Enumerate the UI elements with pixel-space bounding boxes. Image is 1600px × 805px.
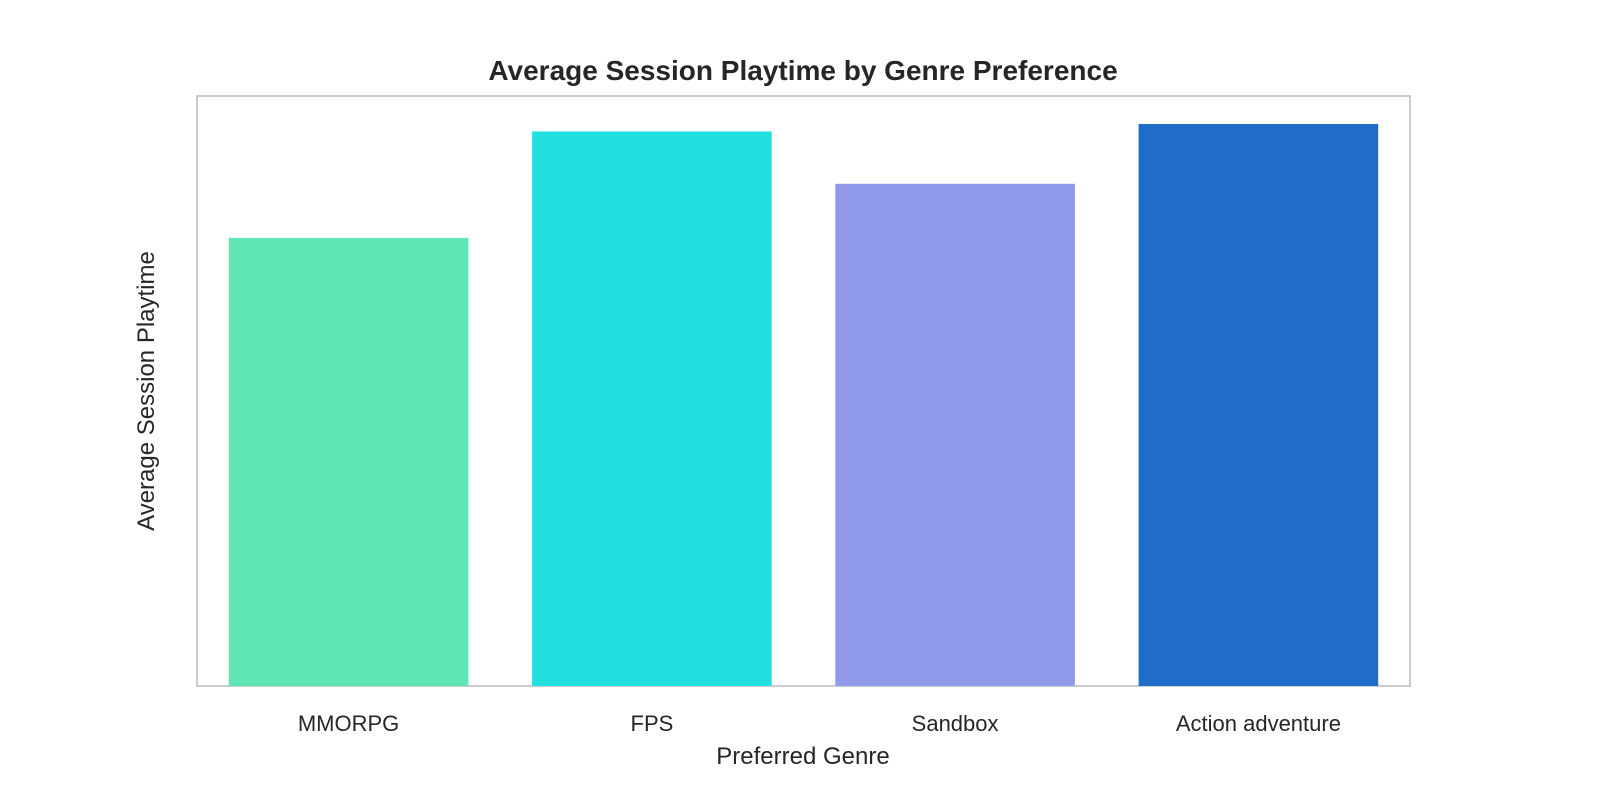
x-tick-label: Action adventure bbox=[1176, 711, 1341, 736]
x-tick-label: Sandbox bbox=[912, 711, 999, 736]
chart-title: Average Session Playtime by Genre Prefer… bbox=[488, 55, 1117, 86]
x-tick-label: MMORPG bbox=[298, 711, 399, 736]
bar-action-adventure bbox=[1138, 124, 1379, 686]
x-tick-label: FPS bbox=[631, 711, 674, 736]
x-axis-label: Preferred Genre bbox=[716, 743, 889, 770]
bar-sandbox bbox=[835, 183, 1075, 687]
x-tick-labels: MMORPG FPS Sandbox Action adventure bbox=[298, 711, 1341, 736]
y-axis-label: Average Session Playtime bbox=[133, 251, 160, 531]
bar-fps bbox=[532, 131, 772, 686]
bars-group bbox=[228, 124, 1379, 687]
bar-mmorpg bbox=[228, 237, 469, 686]
